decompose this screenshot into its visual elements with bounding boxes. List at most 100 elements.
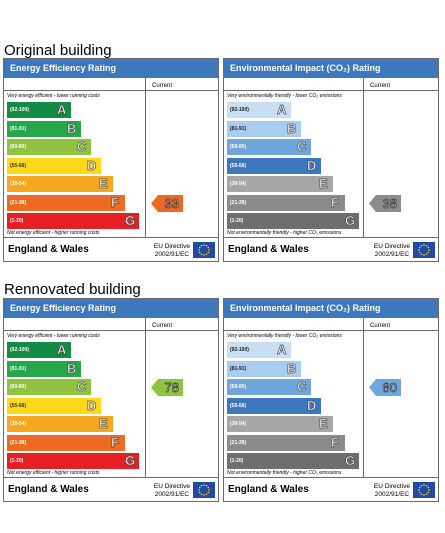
band-letter: F [331,194,340,210]
band-letter: A [57,342,67,358]
band-letter: C [297,139,307,155]
arrow-fill [151,379,183,396]
current-rating-arrow: 33 [151,194,183,212]
eu-directive: EU Directive 2002/91/EC [154,483,190,498]
band-letter: G [345,453,356,469]
current-rating-arrow: 78 [151,379,183,396]
section-title: Rennovated building [4,281,141,298]
column-divider [145,318,146,478]
rating-band-c: (69-80) C [7,379,91,395]
rating-band-f: (21-38) F [227,194,345,211]
eu-flag-icon [413,242,435,258]
rating-band-b: (81-91) B [227,120,301,137]
band-letter: D [87,157,97,173]
band-letter: B [67,360,77,376]
section-title: Original building [4,42,112,59]
row-divider [224,330,438,331]
bottom-caption: Not energy efficient - higher running co… [7,469,100,476]
rating-band-a: (92-100) A [227,102,291,118]
panel-header: Energy Efficiency Rating [4,299,218,318]
rating-band-d: (55-68) D [7,157,101,174]
current-column-header: Current [370,323,391,329]
band-range: (92-100) [10,347,29,353]
band-range: (39-54) [10,421,27,427]
rating-band-d: (55-68) D [227,157,321,174]
rating-band-a: (92-100) A [7,102,71,118]
eu-directive-line: 2002/91/EC [374,250,410,258]
rating-band-g: (1-20) G [7,453,139,469]
rating-band-g: (1-20) G [227,453,359,469]
band-range: (1-20) [230,218,244,224]
eu-flag-icon [193,242,215,258]
rating-band-b: (81-91) B [7,360,81,377]
band-range: (55-68) [10,402,27,409]
current-rating-value: 38 [382,195,397,211]
band-range: (92-100) [230,347,249,353]
rating-band-f: (21-38) F [7,194,125,211]
row-divider [4,477,218,478]
top-caption: Very energy efficient - lower running co… [7,93,100,99]
band-letter: G [125,213,136,229]
current-column-header: Current [152,323,173,329]
band-range: (69-80) [230,384,247,390]
band-letter: D [307,397,317,413]
rating-band-e: (39-54) E [227,416,333,432]
row-divider [4,237,218,238]
eu-directive: EU Directive 2002/91/EC [154,243,190,258]
rating-band-c: (69-80) C [227,379,311,395]
band-letter: G [125,453,136,469]
rating-band-d: (55-68) D [227,397,321,414]
top-caption: Very environmentally friendly - lower CO… [227,93,342,99]
band-letter: F [111,434,120,450]
current-rating-value: 78 [164,380,179,396]
rating-band-a: (92-100) A [7,342,71,358]
band-letter: B [287,120,297,136]
current-rating-arrow: 80 [369,379,401,396]
eu-directive-line: EU Directive [153,243,190,250]
band-range: (1-20) [230,458,244,464]
arrow-shape [151,194,183,212]
band-range: (55-68) [230,402,247,409]
rating-band-a: (92-100) A [227,342,291,358]
band-range: (39-54) [10,181,27,187]
rating-band-e: (39-54) E [227,176,333,192]
rating-band-c: (69-80) C [7,139,91,155]
eu-directive: EU Directive 2002/91/EC [374,243,410,258]
band-range: (69-80) [230,144,247,150]
band-letter: E [319,416,328,432]
environmental-impact-panel: Environmental Impact (CO₂) Rating Current… [223,58,439,262]
band-letter: G [345,213,356,229]
band-range: (39-54) [230,421,247,427]
column-divider [363,318,364,478]
eu-flag-icon [193,482,215,498]
row-divider [224,477,438,478]
band-range: (92-100) [10,107,29,113]
current-column-header: Current [152,83,173,89]
energy-efficiency-panel: Energy Efficiency Rating Current Very ener… [3,298,219,502]
band-range: (69-80) [10,144,27,150]
current-rating-value: 33 [164,195,179,211]
bottom-caption: Not energy efficient - higher running co… [7,229,100,236]
rating-band-c: (69-80) C [227,139,311,155]
arrow-fill [369,379,401,396]
band-range: (55-68) [230,162,247,169]
band-letter: E [99,416,108,432]
top-caption: Very environmentally friendly - lower CO… [227,333,342,339]
band-letter: D [87,397,97,413]
band-range: (39-54) [230,181,247,187]
rating-band-b: (81-91) B [7,120,81,137]
bottom-caption: Not environmentally friendly - higher CO… [227,469,342,476]
rating-band-d: (55-68) D [7,397,101,414]
eu-directive-line: EU Directive [153,483,190,490]
band-range: (21-38) [230,199,247,206]
rating-band-e: (39-54) E [7,416,113,432]
band-range: (92-100) [230,107,249,113]
row-divider [224,237,438,238]
band-letter: A [277,342,287,358]
band-letter: F [331,434,340,450]
rating-band-f: (21-38) F [227,434,345,451]
bottom-caption: Not environmentally friendly - higher CO… [227,229,342,236]
footer-region: England & Wales [8,484,89,495]
band-letter: E [319,176,328,192]
top-caption: Very energy efficient - lower running co… [7,333,100,339]
